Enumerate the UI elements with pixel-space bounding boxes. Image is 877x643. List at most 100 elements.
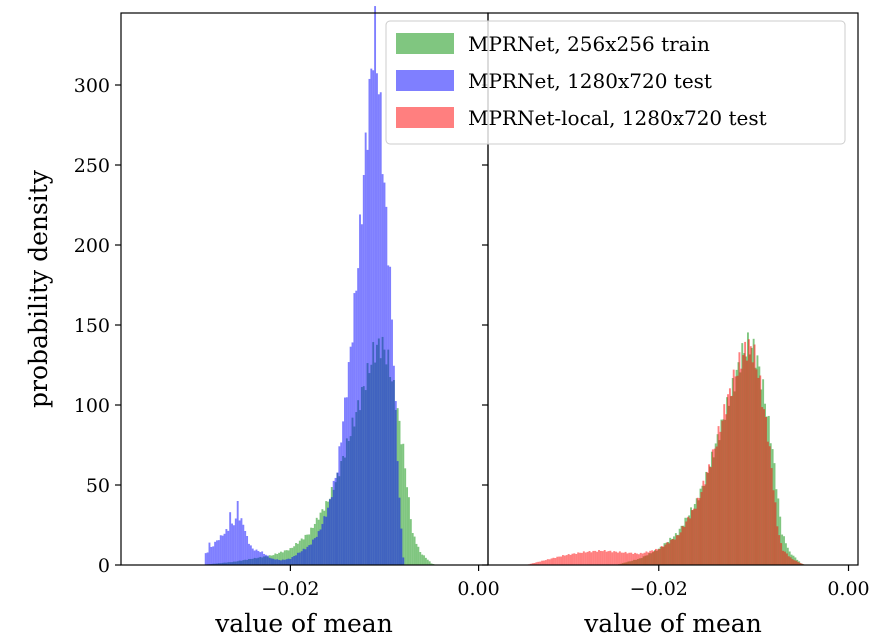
histogram-bar: [266, 555, 269, 565]
histogram-bar: [639, 552, 642, 565]
y-tick-label: 300: [74, 75, 110, 97]
histogram-bar: [660, 546, 663, 565]
histogram-bar: [270, 558, 273, 565]
histogram-bar: [409, 519, 412, 565]
histogram-bar: [588, 550, 591, 565]
histogram-bar: [582, 551, 585, 565]
histogram-bar: [413, 536, 416, 565]
x-tick-label: −0.02: [630, 578, 688, 600]
histogram-bar: [668, 543, 671, 565]
histogram-bar: [761, 407, 764, 565]
histogram-bar: [232, 525, 235, 565]
x-tick-label: 0.00: [457, 578, 499, 600]
legend-frame: [385, 20, 846, 145]
histogram-bar: [428, 561, 431, 565]
histogram-bar: [552, 557, 555, 565]
histogram-bar: [543, 560, 545, 565]
histogram-bar: [556, 556, 559, 565]
histogram-bar: [753, 344, 756, 565]
histogram-bar: [312, 539, 314, 565]
histogram-bar: [321, 523, 324, 565]
histogram-bar: [315, 536, 318, 565]
histogram-bar: [626, 553, 629, 565]
histogram-bar: [323, 516, 326, 565]
histogram-bar: [283, 559, 286, 565]
histogram-bar: [672, 538, 674, 565]
histogram-bar: [755, 369, 758, 565]
histogram-bar: [291, 547, 294, 565]
histogram-bar: [206, 552, 209, 565]
histogram-bar: [296, 552, 299, 565]
histogram-bar: [774, 502, 777, 565]
histogram-bar: [357, 268, 360, 565]
histogram-bar: [778, 535, 781, 565]
histogram-bar: [645, 551, 648, 565]
histogram-bar: [535, 562, 538, 565]
histogram-bar: [584, 552, 587, 565]
histogram-bar: [285, 550, 288, 565]
right-x-axis-label: value of mean: [583, 609, 762, 638]
histogram-bar: [268, 557, 271, 565]
histogram-bar: [620, 552, 623, 565]
histogram-bar: [675, 535, 678, 565]
histogram-bar: [287, 550, 290, 565]
histogram-bar: [353, 293, 356, 565]
histogram-bar: [713, 448, 716, 565]
series-right-1: [527, 339, 805, 565]
histogram-bar: [383, 182, 386, 565]
histogram-bar: [658, 548, 661, 565]
histogram-bar: [248, 543, 250, 565]
histogram-bar: [730, 395, 733, 565]
histogram-bar: [654, 548, 657, 565]
histogram-bar: [283, 550, 286, 565]
histogram-bar: [364, 132, 367, 566]
histogram-bar: [308, 545, 311, 565]
histogram-bar: [558, 556, 561, 565]
histogram-bar: [636, 553, 638, 565]
histogram-bar: [783, 536, 785, 565]
left-histogram-bars: [204, 6, 435, 566]
histogram-bar: [765, 416, 767, 565]
histogram-bar: [293, 555, 296, 565]
histogram-bar: [776, 526, 779, 565]
histogram-bar: [229, 512, 232, 565]
histogram-bar: [554, 558, 557, 565]
histogram-bar: [546, 559, 549, 565]
histogram-bar: [763, 409, 766, 565]
histogram-bar: [594, 550, 597, 565]
histogram-bar: [539, 561, 542, 565]
histogram-bar: [306, 546, 309, 565]
histogram-bar: [212, 546, 215, 565]
histogram-bar: [417, 546, 420, 565]
histogram-bar: [770, 468, 773, 565]
histogram-bar: [721, 420, 724, 565]
histogram-bar: [751, 362, 754, 565]
histogram-bar: [385, 206, 388, 566]
histogram-bar: [214, 541, 217, 565]
histogram-bar: [643, 552, 646, 565]
histogram-bar: [423, 555, 425, 565]
histogram-bar: [598, 550, 600, 565]
histogram-bar: [328, 499, 331, 565]
histogram-bar: [791, 559, 794, 565]
histogram-bar: [227, 530, 230, 565]
histogram-bar: [379, 92, 382, 565]
histogram-bar: [734, 376, 737, 565]
histogram-bar: [573, 553, 576, 565]
histogram-bar: [251, 548, 254, 565]
histogram-bar: [687, 516, 690, 565]
histogram-bar: [698, 498, 701, 565]
histogram-bar: [289, 548, 292, 565]
left-panel: −0.02 0.00 0 50 100 150 200 250 300 value of me…: [24, 6, 500, 638]
histogram-bar: [345, 397, 348, 565]
histogram-bar: [653, 551, 655, 565]
histogram-bar: [715, 446, 718, 565]
right-x-ticks: −0.02 0.00: [630, 565, 870, 600]
histogram-bar: [685, 521, 688, 565]
histogram-bar: [749, 346, 752, 565]
histogram-bar: [609, 550, 612, 565]
histogram-bar: [744, 341, 747, 565]
histogram-bar: [560, 556, 562, 565]
histogram-bar: [531, 563, 534, 565]
histogram-bar: [622, 552, 625, 565]
